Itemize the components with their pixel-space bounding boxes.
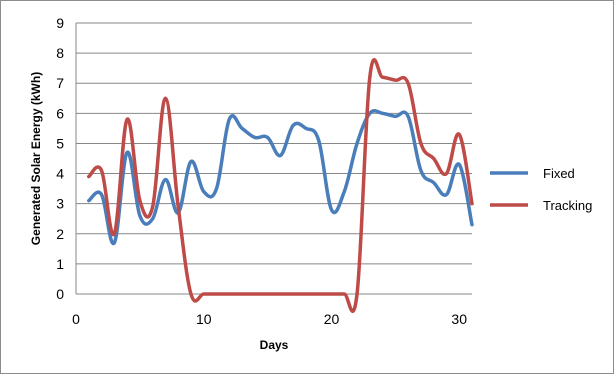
gridlines	[76, 22, 472, 265]
legend-label-tracking: Tracking	[543, 198, 592, 213]
y-tick-label: 2	[56, 226, 64, 242]
x-tick-label: 10	[196, 311, 212, 327]
y-tick-label: 7	[56, 75, 64, 91]
tick-labels: 0 1 2 3 4 5 6 7 8 9 0 10 20 30	[56, 15, 467, 327]
y-tick-label: 4	[56, 166, 64, 182]
y-tick-label: 9	[56, 15, 64, 31]
series-line-fixed	[87, 109, 474, 246]
y-tick-label: 5	[56, 135, 64, 151]
legend: Fixed Tracking	[490, 166, 592, 213]
y-axis-title: Generated Solar Energy (kWh)	[29, 72, 43, 245]
y-tick-label: 8	[56, 45, 64, 61]
series-line-tracking	[87, 58, 474, 313]
y-tick-label: 3	[56, 196, 64, 212]
legend-label-fixed: Fixed	[543, 166, 575, 181]
y-tick-label: 6	[56, 105, 64, 121]
y-tick-label: 0	[56, 286, 64, 302]
x-tick-label: 20	[324, 311, 340, 327]
x-tick-label: 30	[451, 311, 467, 327]
series-lines	[87, 58, 474, 313]
x-axis-title: Days	[260, 338, 289, 352]
y-tick-label: 1	[56, 256, 64, 272]
x-tick-label: 0	[72, 311, 80, 327]
